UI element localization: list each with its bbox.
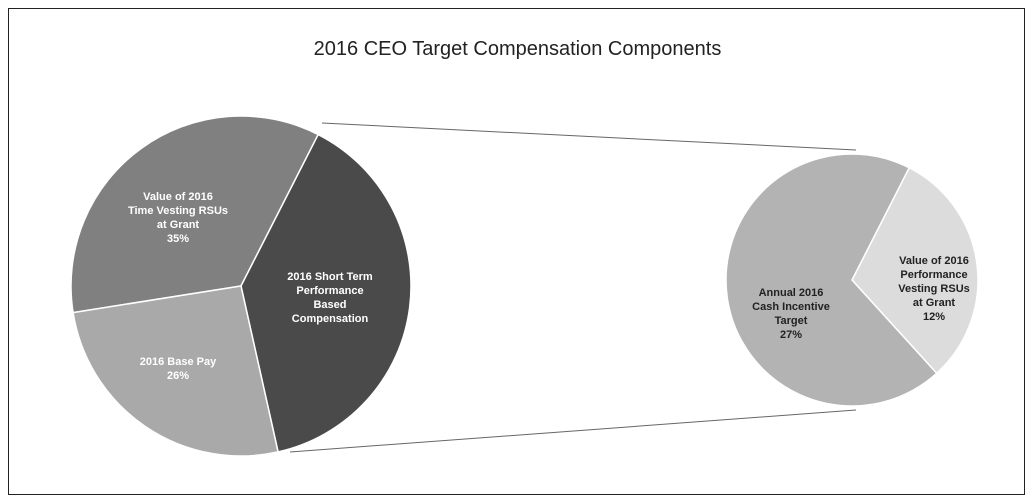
- category-label: 2016 Short Term Performance Based Compen…: [287, 271, 373, 325]
- slice-label: Value of 2016 Time Vesting RSUs at Grant…: [128, 190, 228, 246]
- value-label: 26%: [166, 370, 190, 382]
- pie-slice: [72, 285, 279, 457]
- category-label: 2016 Base Pay: [139, 356, 217, 368]
- slice-label: 2016 Short Term Performance Based Compen…: [287, 270, 372, 326]
- value-label: 35%: [166, 233, 190, 245]
- category-label: Value of 2016 Performance Vesting RSUs a…: [898, 255, 970, 309]
- connector: [321, 122, 857, 151]
- pie-slice: [725, 153, 938, 407]
- category-label: Value of 2016 Time Vesting RSUs at Grant: [127, 191, 229, 231]
- value-label: 12%: [922, 311, 946, 323]
- pie-slice: [70, 115, 320, 314]
- connector: [289, 409, 857, 453]
- frame: [8, 8, 1025, 495]
- category-label: Annual 2016 Cash Incentive Target: [752, 287, 830, 327]
- slice-label: Value of 2016 Performance Vesting RSUs a…: [898, 254, 970, 324]
- pie-slice: [240, 133, 412, 453]
- slice-label: 2016 Base Pay 26%: [140, 355, 216, 383]
- chart-title: 2016 CEO Target Compensation Components: [313, 38, 722, 60]
- slice-label: Annual 2016 Cash Incentive Target 27%: [752, 286, 830, 342]
- value-label: 27%: [779, 329, 803, 341]
